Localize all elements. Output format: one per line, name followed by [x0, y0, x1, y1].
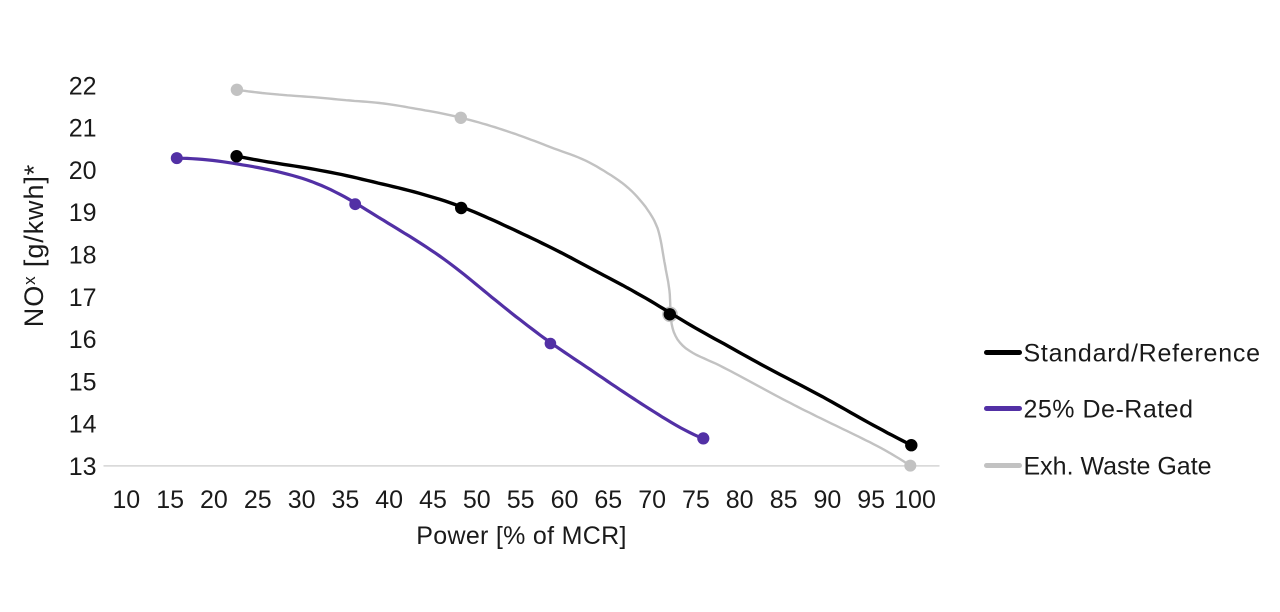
svg-text:Exh. Waste Gate: Exh. Waste Gate — [1024, 453, 1212, 481]
svg-text:80: 80 — [726, 486, 754, 514]
svg-text:Standard/Reference: Standard/Reference — [1024, 340, 1261, 368]
svg-text:85: 85 — [770, 486, 798, 514]
svg-text:50: 50 — [463, 486, 491, 514]
svg-text:13: 13 — [69, 453, 97, 481]
svg-text:60: 60 — [551, 486, 579, 514]
svg-text:20: 20 — [200, 486, 228, 514]
svg-text:30: 30 — [288, 486, 316, 514]
svg-text:35: 35 — [331, 486, 359, 514]
svg-text:22: 22 — [69, 72, 97, 100]
svg-text:10: 10 — [112, 486, 140, 514]
svg-text:90: 90 — [813, 486, 841, 514]
svg-text:25% De-Rated: 25% De-Rated — [1024, 396, 1194, 424]
svg-text:21: 21 — [69, 115, 97, 143]
svg-text:Power [% of MCR]: Power [% of MCR] — [416, 522, 626, 550]
svg-text:45: 45 — [419, 486, 447, 514]
svg-text:14: 14 — [69, 411, 97, 439]
svg-text:NOx [g/kwh]*: NOx [g/kwh]* — [19, 164, 49, 327]
svg-text:40: 40 — [375, 486, 403, 514]
svg-text:18: 18 — [69, 242, 97, 270]
svg-text:100: 100 — [894, 486, 936, 514]
svg-text:17: 17 — [69, 284, 97, 312]
svg-text:15: 15 — [156, 486, 184, 514]
svg-text:20: 20 — [69, 157, 97, 185]
svg-text:75: 75 — [682, 486, 710, 514]
svg-text:55: 55 — [507, 486, 535, 514]
svg-text:16: 16 — [69, 326, 97, 354]
svg-text:25: 25 — [244, 486, 272, 514]
svg-text:19: 19 — [69, 199, 97, 227]
svg-text:95: 95 — [857, 486, 885, 514]
svg-text:65: 65 — [594, 486, 622, 514]
svg-text:15: 15 — [69, 368, 97, 396]
svg-text:70: 70 — [638, 486, 666, 514]
